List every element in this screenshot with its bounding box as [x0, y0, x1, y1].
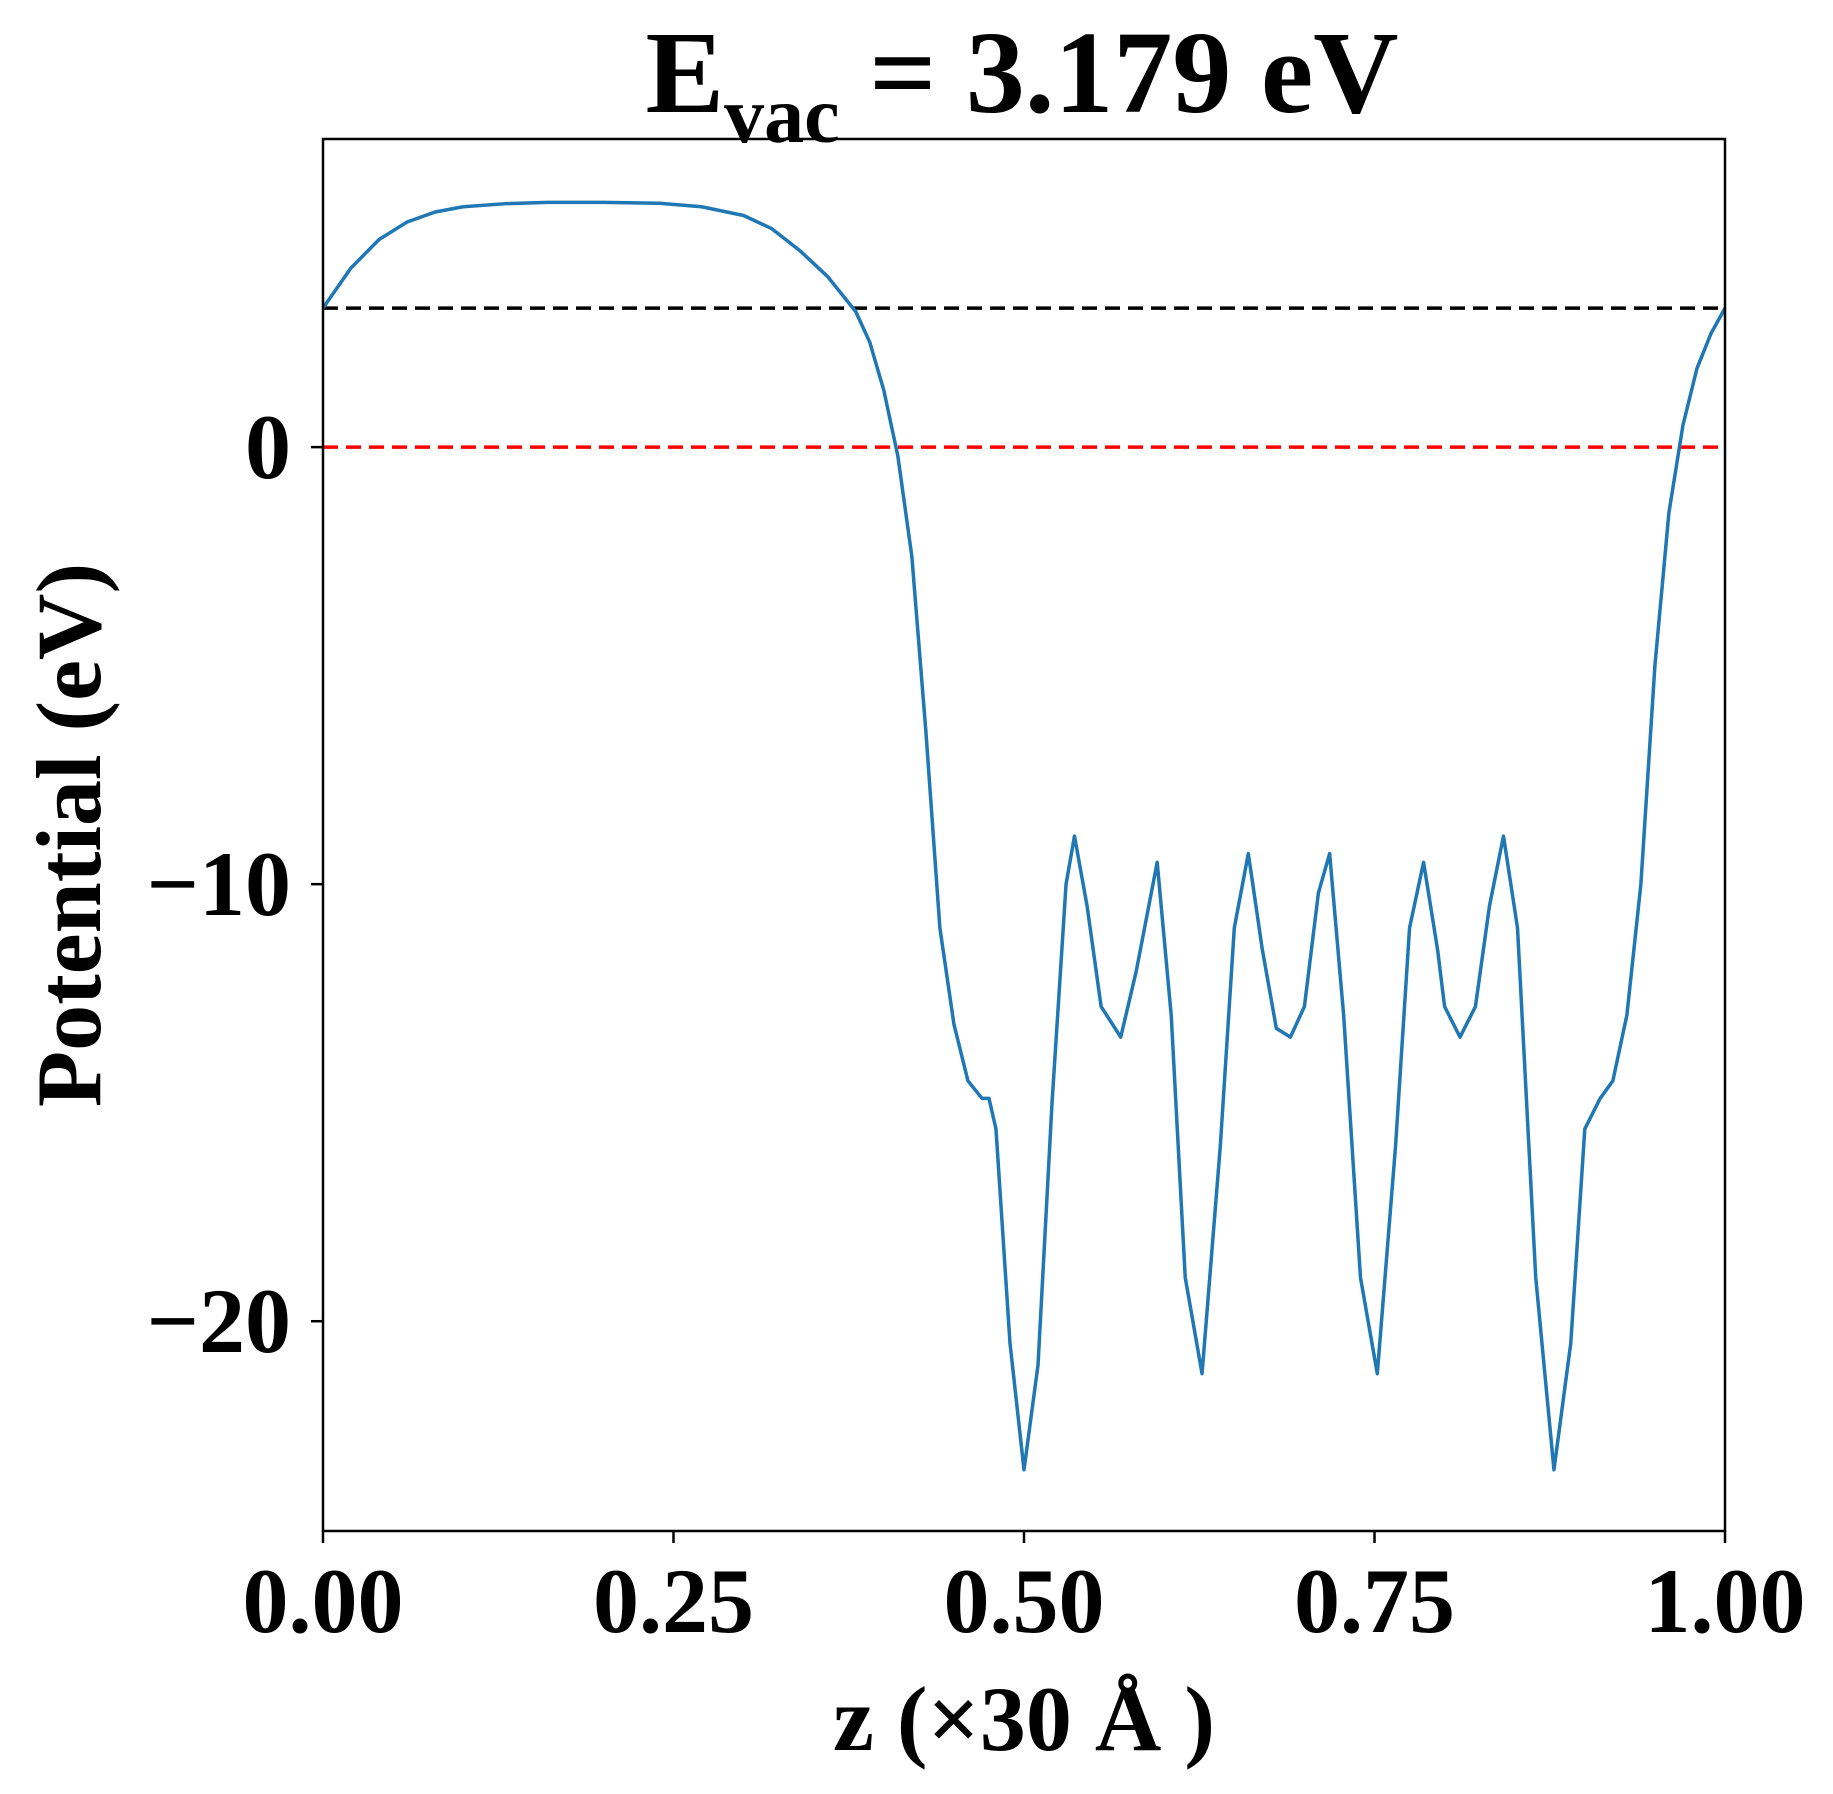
y-tick-label: 0: [245, 396, 291, 498]
y-axis-label: Potential (eV): [18, 563, 120, 1107]
x-tick-label: 0.25: [593, 1550, 754, 1652]
plot-frame: [321, 137, 1727, 1533]
y-tick-label: −20: [147, 1270, 291, 1372]
x-tick-label: 0.50: [944, 1550, 1105, 1652]
x-tick-label: 1.00: [1645, 1550, 1806, 1652]
x-axis-label: z (×30 Å ): [833, 1668, 1215, 1770]
y-tick-label: −10: [147, 833, 291, 935]
line-series: [321, 200, 1727, 1472]
x-tick-label: 0.00: [243, 1550, 404, 1652]
title-rest: = 3.179 eV: [840, 7, 1399, 138]
title-base: E: [645, 7, 724, 138]
title-subscript: vac: [724, 72, 840, 160]
x-tick-label: 0.75: [1294, 1550, 1455, 1652]
chart-title: Evac = 3.179 eV: [645, 7, 1398, 160]
